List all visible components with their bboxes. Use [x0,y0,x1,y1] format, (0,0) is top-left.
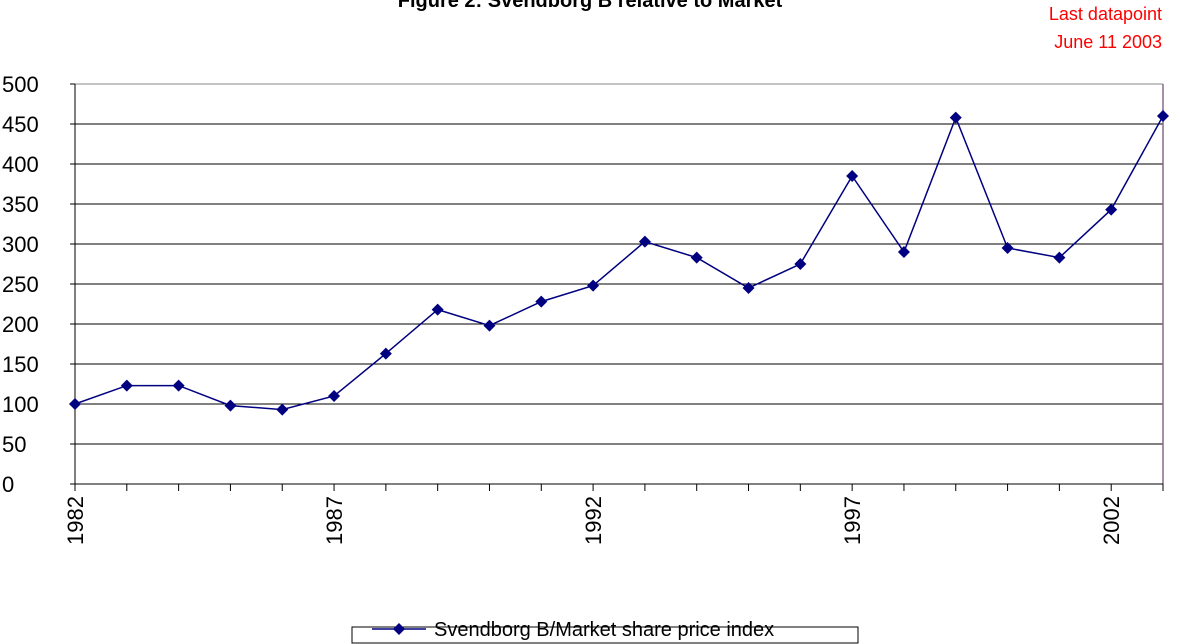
legend-marker [393,623,405,635]
marker [120,379,133,392]
marker [483,319,496,332]
y-tick-label: 150 [2,352,39,377]
marker [690,251,703,264]
y-tick-label: 0 [2,472,14,497]
marker [328,390,341,402]
marker [742,282,755,294]
marker [1157,110,1169,122]
legend-box [351,626,859,644]
annotation: June 11 2003 [1054,32,1162,52]
marker [431,303,444,316]
y-tick-label: 250 [2,272,39,297]
marker [379,347,392,360]
x-tick-label: 1987 [322,496,347,545]
y-tick-label: 500 [2,72,39,97]
marker [172,379,185,392]
y-tick-label: 50 [2,432,26,457]
legend-label: Svendborg B/Market share price index [434,619,774,641]
marker [794,258,807,270]
marker [949,111,962,124]
marker [1001,242,1014,254]
y-tick-label: 300 [2,232,39,257]
x-tick-label: 1997 [840,496,865,545]
y-tick-label: 400 [2,152,39,177]
marker [897,246,910,258]
y-tick-label: 100 [2,392,39,417]
marker [1105,203,1118,216]
chart-title: Figure 2: Svendborg B relative to Market [398,0,783,12]
marker [638,235,651,248]
x-tick-label: 1982 [63,496,88,545]
marker [1053,251,1066,264]
annotation: Last datapoint [1049,4,1162,24]
marker [846,170,859,182]
y-tick-label: 200 [2,312,39,337]
marker [587,279,600,292]
marker [69,398,81,410]
y-tick-label: 350 [2,192,39,217]
series-line [74,115,1164,411]
marker [224,399,237,412]
marker [535,295,548,308]
x-tick-label: 2002 [1099,496,1124,545]
x-tick-label: 1992 [581,496,606,545]
y-tick-label: 450 [2,112,39,137]
marker [276,403,289,416]
